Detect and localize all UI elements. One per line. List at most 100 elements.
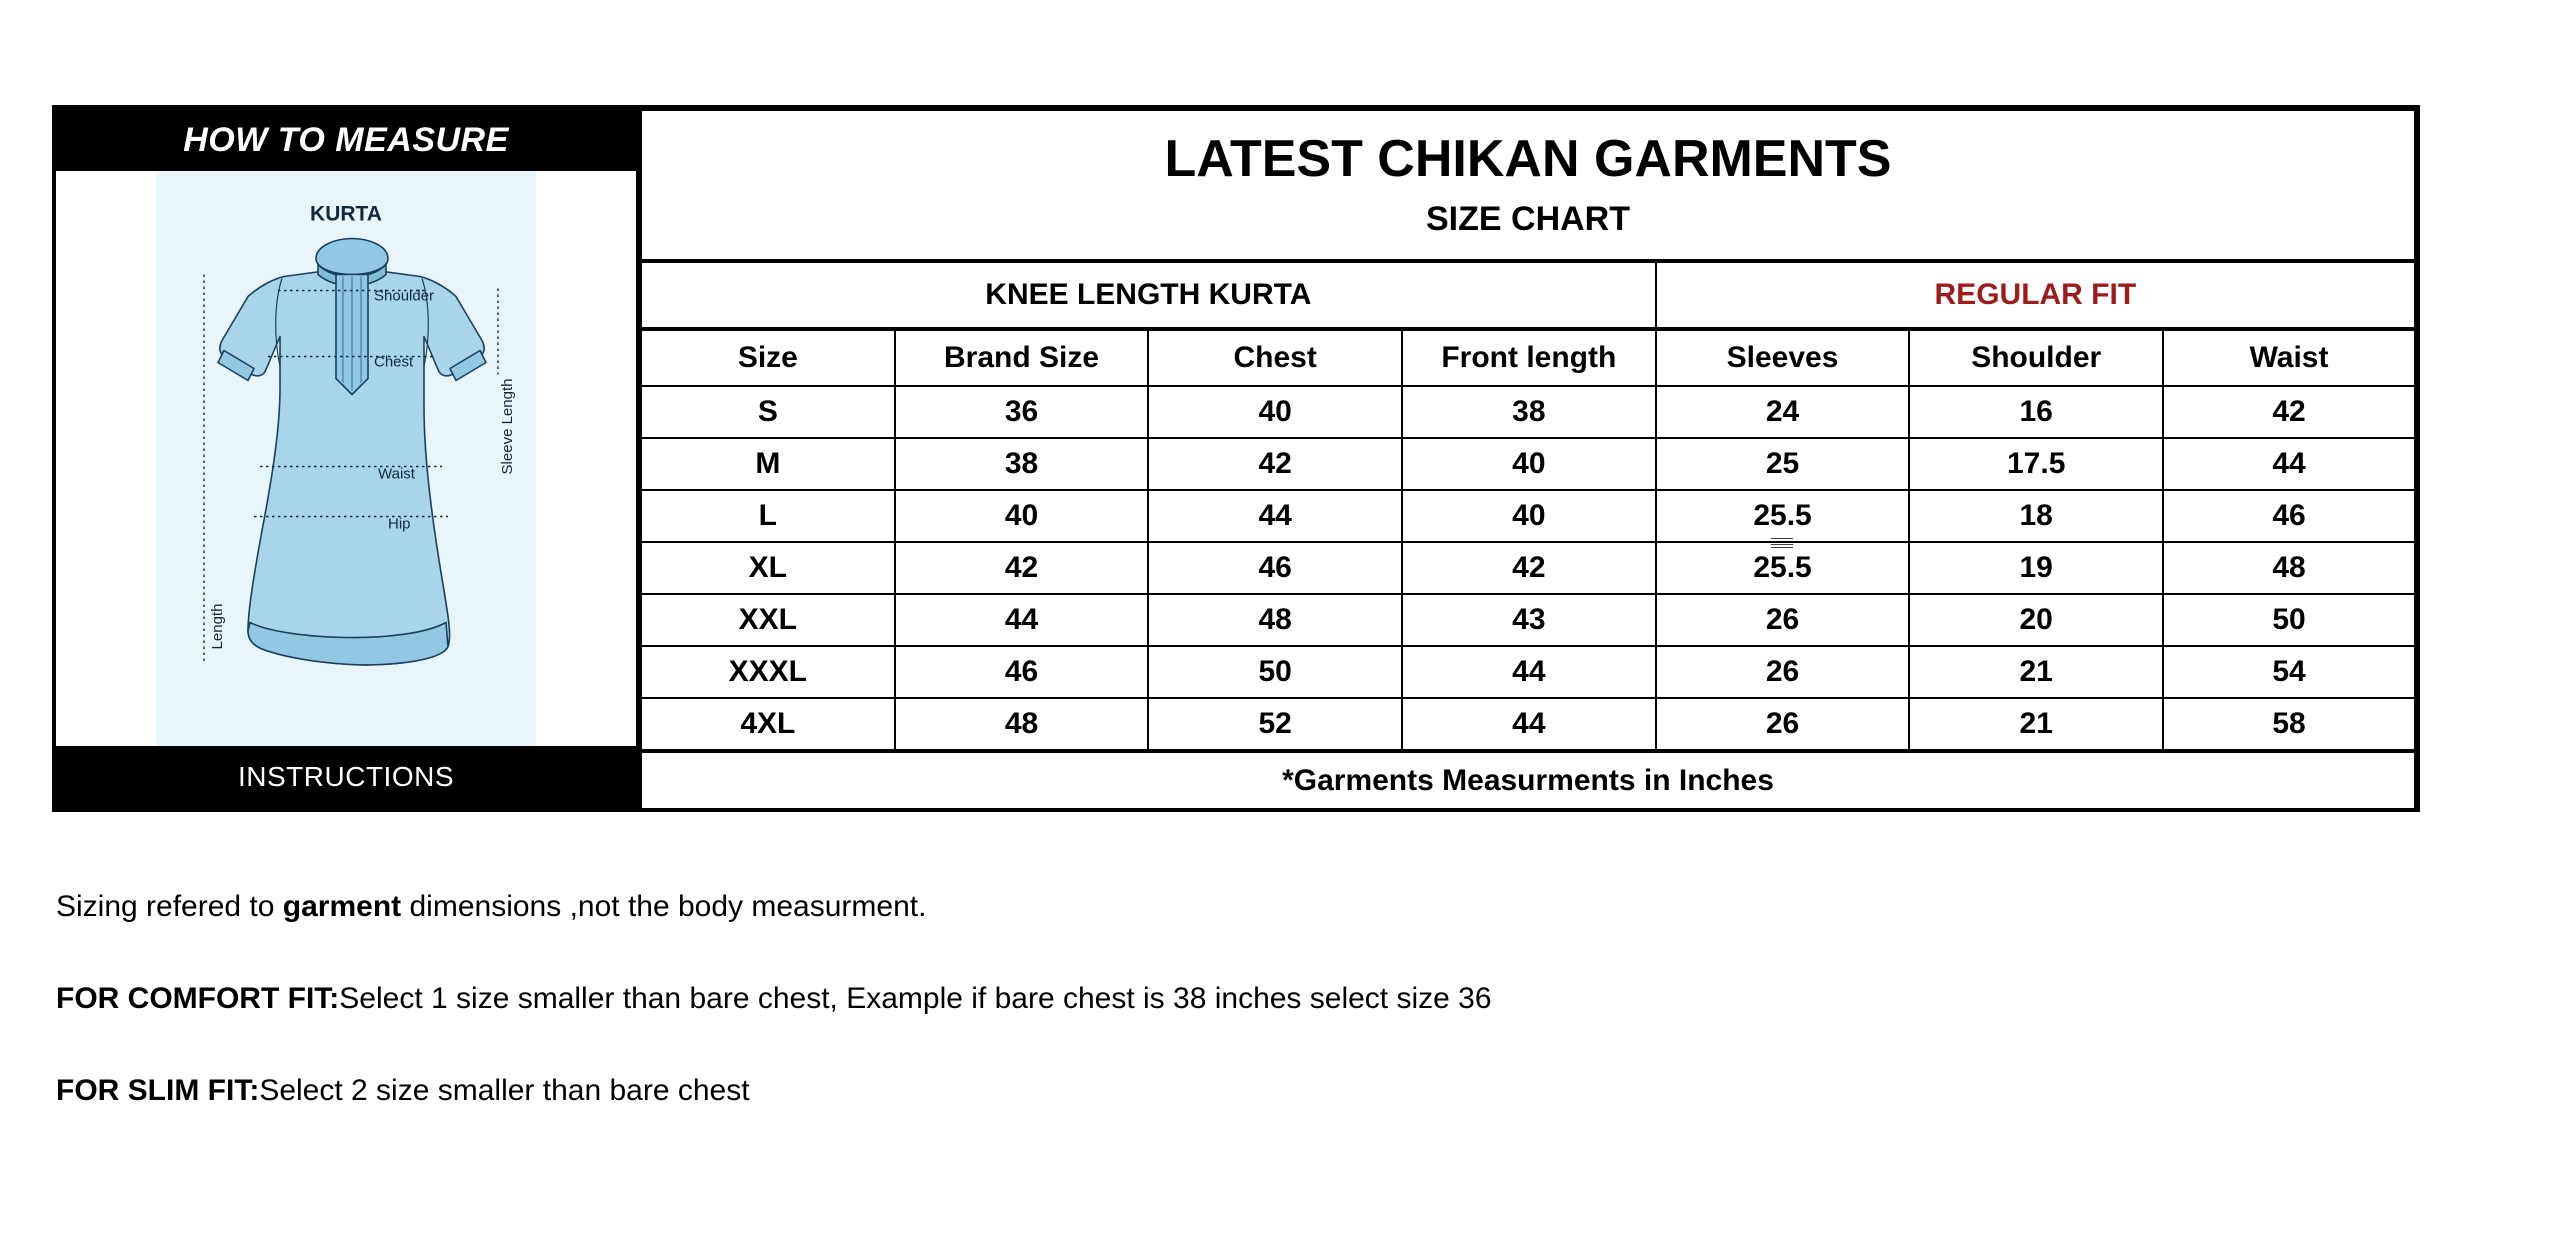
cell-front-length: 40	[1401, 489, 1657, 543]
note-comfort-fit: FOR COMFORT FIT:Select 1 size smaller th…	[56, 982, 2356, 1016]
cell-waist: 54	[2162, 645, 2416, 699]
cell-waist: 42	[2162, 385, 2416, 439]
note1-emphasis: garment	[282, 890, 402, 923]
cell-waist: 48	[2162, 541, 2416, 595]
cell-waist: 58	[2162, 697, 2416, 753]
title-cell: LATEST CHIKAN GARMENTS SIZE CHART	[640, 109, 2416, 263]
cell-brand-size: 36	[893, 385, 1150, 439]
size-chart-table: LATEST CHIKAN GARMENTS SIZE CHART KNEE L…	[640, 109, 2417, 811]
table-row: M 38 42 40 25 17.5 44	[640, 437, 2416, 491]
cell-brand-size: 44	[893, 593, 1150, 647]
cell-front-length: 42	[1401, 541, 1657, 595]
cell-waist: 44	[2162, 437, 2416, 491]
cell-size: M	[640, 437, 896, 491]
label-waist: Waist	[378, 466, 416, 483]
note3-label: FOR SLIM FIT:	[56, 1074, 260, 1107]
footnote-measurements: *Garments Measurments in Inches	[640, 750, 2416, 811]
cell-chest: 50	[1147, 645, 1404, 699]
cell-shoulder: 20	[1908, 593, 2165, 647]
table-row: 4XL 48 52 44 26 21 58	[640, 697, 2416, 753]
label-chest: Chest	[374, 354, 414, 371]
kurta-title-text: KURTA	[310, 203, 382, 226]
cell-sleeves-value: 25.5	[1753, 551, 1812, 584]
size-chart-table-panel: LATEST CHIKAN GARMENTS SIZE CHART KNEE L…	[640, 105, 2420, 812]
table-row: XL 42 46 42 25.5 19 48	[640, 538, 2416, 595]
how-to-measure-panel: HOW TO MEASURE KURTA	[52, 105, 640, 812]
label-sleeve-length: Sleeve Length	[499, 379, 516, 475]
cell-shoulder: 21	[1908, 645, 2165, 699]
col-header-chest: Chest	[1147, 328, 1404, 387]
cell-chest: 40	[1147, 385, 1404, 439]
cell-brand-size: 40	[893, 489, 1150, 543]
label-hip: Hip	[388, 516, 411, 533]
cell-chest: 48	[1147, 593, 1404, 647]
cell-size: XL	[640, 541, 896, 595]
cell-sleeves: 26	[1654, 645, 1911, 699]
cell-chest: 42	[1147, 437, 1404, 491]
kurta-diagram-svg: KURTA	[203, 203, 516, 666]
cell-size: L	[640, 489, 896, 543]
cell-front-length: 43	[1401, 593, 1657, 647]
cell-shoulder: 21	[1908, 697, 2165, 753]
table-row: L 40 44 40 25.5 18 46	[640, 489, 2416, 543]
table-row: XXXL 46 50 44 26 21 54	[640, 645, 2416, 699]
cell-waist: 46	[2162, 489, 2416, 543]
cell-front-length: 44	[1401, 697, 1657, 753]
cell-sleeves: 25.5	[1654, 489, 1911, 543]
note-slim-fit: FOR SLIM FIT:Select 2 size smaller than …	[56, 1074, 2356, 1108]
cell-chest: 52	[1147, 697, 1404, 753]
label-shoulder: Shoulder	[374, 288, 434, 305]
note1-part-c: dimensions ,not the body measurment.	[401, 890, 927, 923]
note1-part-a: Sizing refered to	[56, 890, 283, 923]
note3-text: Select 2 size smaller than bare chest	[259, 1074, 750, 1107]
group-label-knee-length-kurta: KNEE LENGTH KURTA	[640, 260, 1657, 331]
cell-brand-size: 38	[893, 437, 1150, 491]
cell-sleeves-xl: 25.5	[1654, 538, 1911, 595]
sizing-notes: Sizing refered to garment dimensions ,no…	[56, 890, 2356, 1108]
note-sizing-reference: Sizing refered to garment dimensions ,no…	[56, 890, 2356, 924]
cell-size: XXL	[640, 593, 896, 647]
note2-text: Select 1 size smaller than bare chest, E…	[339, 982, 1492, 1015]
col-header-front-length: Front length	[1401, 328, 1657, 387]
table-group-row: KNEE LENGTH KURTA REGULAR FIT	[640, 260, 2417, 331]
kurta-illustration: KURTA	[156, 171, 536, 746]
instructions-footer: INSTRUCTIONS	[56, 746, 636, 808]
cell-front-length: 44	[1401, 645, 1657, 699]
table-title-row: LATEST CHIKAN GARMENTS SIZE CHART	[640, 109, 2416, 263]
cell-brand-size: 48	[893, 697, 1150, 753]
cell-shoulder: 17.5	[1908, 437, 2165, 491]
cell-front-length: 40	[1401, 437, 1657, 491]
table-row: S 36 40 38 24 16 42	[640, 385, 2416, 439]
brand-title: LATEST CHIKAN GARMENTS	[1164, 129, 1892, 188]
cell-brand-size: 42	[893, 541, 1150, 595]
table-header-row: Size Brand Size Chest Front length Sleev…	[640, 328, 2416, 387]
cell-waist: 50	[2162, 593, 2416, 647]
table-row: XXL 44 48 43 26 20 50	[640, 593, 2416, 647]
cell-sleeves: 25	[1654, 437, 1911, 491]
table-footnote-row: *Garments Measurments in Inches	[640, 750, 2416, 811]
cell-sleeves: 26	[1654, 593, 1911, 647]
cell-size: S	[640, 385, 896, 439]
size-chart-sheet: HOW TO MEASURE KURTA	[52, 105, 2420, 812]
cell-shoulder: 19	[1908, 541, 2165, 595]
cell-shoulder: 16	[1908, 385, 2165, 439]
cell-sleeves: 24	[1654, 385, 1911, 439]
col-header-sleeves: Sleeves	[1654, 328, 1911, 387]
cell-sleeves: 26	[1654, 697, 1911, 753]
cell-chest: 46	[1147, 541, 1404, 595]
group-label-regular-fit: REGULAR FIT	[1654, 260, 2417, 331]
col-header-brand-size: Brand Size	[893, 328, 1150, 387]
col-header-size: Size	[640, 328, 896, 387]
kurta-illustration-wrap: KURTA	[56, 171, 636, 746]
cell-brand-size: 46	[893, 645, 1150, 699]
how-to-measure-header: HOW TO MEASURE	[56, 109, 636, 171]
cell-shoulder: 18	[1908, 489, 2165, 543]
note2-label: FOR COMFORT FIT:	[56, 982, 340, 1015]
cell-size: XXXL	[640, 645, 896, 699]
scan-artifact	[1770, 538, 1793, 549]
cell-size: 4XL	[640, 697, 896, 753]
cell-chest: 44	[1147, 489, 1404, 543]
cell-front-length: 38	[1401, 385, 1657, 439]
col-header-waist: Waist	[2162, 328, 2416, 387]
label-length: Length	[209, 604, 226, 650]
